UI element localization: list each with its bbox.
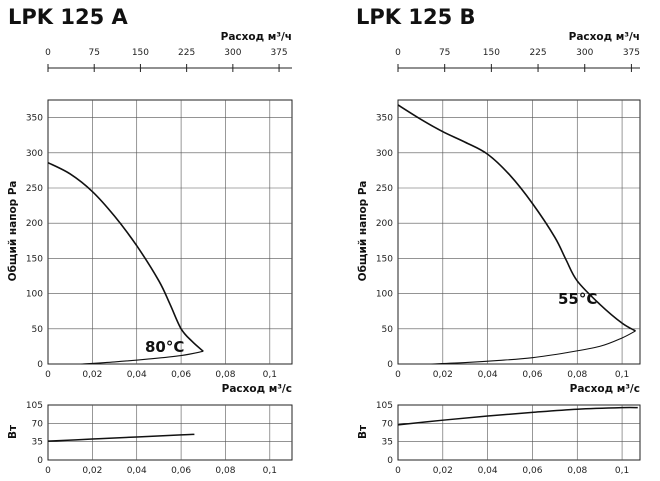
pressure-y-label: Общий напор Pa xyxy=(357,181,369,282)
top-axis-tick-label: 75 xyxy=(439,48,450,58)
pressure-y-tick-label: 350 xyxy=(26,114,43,124)
power-x-tick-label: 0,02 xyxy=(82,466,102,476)
pressure-y-tick-label: 300 xyxy=(376,149,393,159)
pressure-curve xyxy=(397,104,636,332)
power-x-tick-label: 0,1 xyxy=(615,466,629,476)
power-x-tick-label: 0,08 xyxy=(215,466,235,476)
pressure-y-tick-label: 100 xyxy=(26,290,43,300)
x-tick-label: 0,06 xyxy=(171,370,191,380)
pressure-y-tick-label: 150 xyxy=(376,254,393,264)
power-x-tick-label: 0,08 xyxy=(567,466,587,476)
top-axis-tick-label: 225 xyxy=(529,48,546,58)
power-x-tick-label: 0,06 xyxy=(171,466,191,476)
pressure-y-tick-label: 50 xyxy=(382,325,394,335)
pressure-y-tick-label: 300 xyxy=(26,149,43,159)
pressure-y-tick-label: 350 xyxy=(376,114,393,124)
top-axis-tick-label: 300 xyxy=(224,48,241,58)
top-axis-tick-label: 150 xyxy=(483,48,500,58)
power-y-tick-label: 0 xyxy=(37,456,43,466)
system-curve xyxy=(431,330,636,365)
pressure-y-tick-label: 100 xyxy=(376,290,393,300)
pressure-y-tick-label: 0 xyxy=(387,360,393,370)
temperature-annotation: 80°C xyxy=(145,338,184,356)
pressure-y-tick-label: 200 xyxy=(376,219,393,229)
power-y-tick-label: 105 xyxy=(26,401,43,411)
pressure-plot-frame xyxy=(47,99,293,365)
power-y-label: Вт xyxy=(357,424,369,439)
top-axis-tick-label: 75 xyxy=(88,48,99,58)
pressure-y-tick-label: 150 xyxy=(26,254,43,264)
x-tick-label: 0,04 xyxy=(127,370,147,380)
x-tick-label: 0,1 xyxy=(263,370,277,380)
top-axis-label: Расход м³/ч xyxy=(221,31,292,43)
pressure-plot-frame xyxy=(397,99,641,365)
chart-title: LPK 125 A xyxy=(8,5,129,29)
top-axis-tick-label: 0 xyxy=(45,48,51,58)
top-axis-tick-label: 375 xyxy=(623,48,640,58)
power-x-tick-label: 0,06 xyxy=(522,466,542,476)
pressure-y-tick-label: 50 xyxy=(32,325,44,335)
pressure-y-label: Общий напор Pa xyxy=(7,181,19,282)
top-axis-tick-label: 150 xyxy=(132,48,149,58)
top-axis-label: Расход м³/ч xyxy=(569,31,640,43)
x-tick-label: 0,08 xyxy=(215,370,235,380)
x-tick-label: 0,08 xyxy=(567,370,587,380)
x-axis-label: Расход м³/с xyxy=(222,383,292,395)
power-y-label: Вт xyxy=(7,424,19,439)
pressure-y-tick-label: 250 xyxy=(376,184,393,194)
power-x-tick-label: 0,1 xyxy=(263,466,277,476)
x-axis-label: Расход м³/с xyxy=(570,383,640,395)
top-axis-tick-label: 375 xyxy=(270,48,287,58)
top-axis-tick-label: 225 xyxy=(178,48,195,58)
x-tick-label: 0 xyxy=(45,370,51,380)
power-y-tick-label: 105 xyxy=(376,401,393,411)
power-plot-frame xyxy=(397,404,641,461)
temperature-annotation: 55°C xyxy=(558,290,597,308)
top-axis-tick-label: 300 xyxy=(576,48,593,58)
power-y-tick-label: 70 xyxy=(382,419,394,429)
x-tick-label: 0,1 xyxy=(615,370,629,380)
x-tick-label: 0 xyxy=(395,370,401,380)
top-axis-tick-label: 0 xyxy=(395,48,401,58)
power-y-tick-label: 70 xyxy=(32,419,44,429)
chart-lpk-125-b: LPK 125 B 0 75 150 225 300 375 Расход м³/ч 0 0,02… xyxy=(356,5,641,476)
x-tick-label: 0,04 xyxy=(478,370,498,380)
power-x-tick-label: 0,04 xyxy=(478,466,498,476)
system-curve xyxy=(81,350,204,365)
x-tick-label: 0,06 xyxy=(522,370,542,380)
x-tick-label: 0,02 xyxy=(433,370,453,380)
pressure-y-tick-label: 200 xyxy=(26,219,43,229)
power-y-tick-label: 35 xyxy=(382,438,393,448)
pressure-curve xyxy=(47,161,204,352)
power-y-tick-label: 35 xyxy=(32,438,43,448)
pressure-y-tick-label: 250 xyxy=(26,184,43,194)
power-curve xyxy=(397,406,638,426)
power-x-tick-label: 0,02 xyxy=(433,466,453,476)
x-tick-label: 0,02 xyxy=(82,370,102,380)
power-plot-frame xyxy=(47,404,293,461)
power-y-tick-label: 0 xyxy=(387,456,393,466)
power-x-tick-label: 0 xyxy=(395,466,401,476)
chart-lpk-125-a: LPK 125 A 0 75 150 225 300 375 Расход м³/ч 0 0,02… xyxy=(7,5,293,476)
power-curve xyxy=(47,433,195,442)
power-x-tick-label: 0,04 xyxy=(127,466,147,476)
chart-title: LPK 125 B xyxy=(356,5,476,29)
power-x-tick-label: 0 xyxy=(45,466,51,476)
pressure-y-tick-label: 0 xyxy=(37,360,43,370)
